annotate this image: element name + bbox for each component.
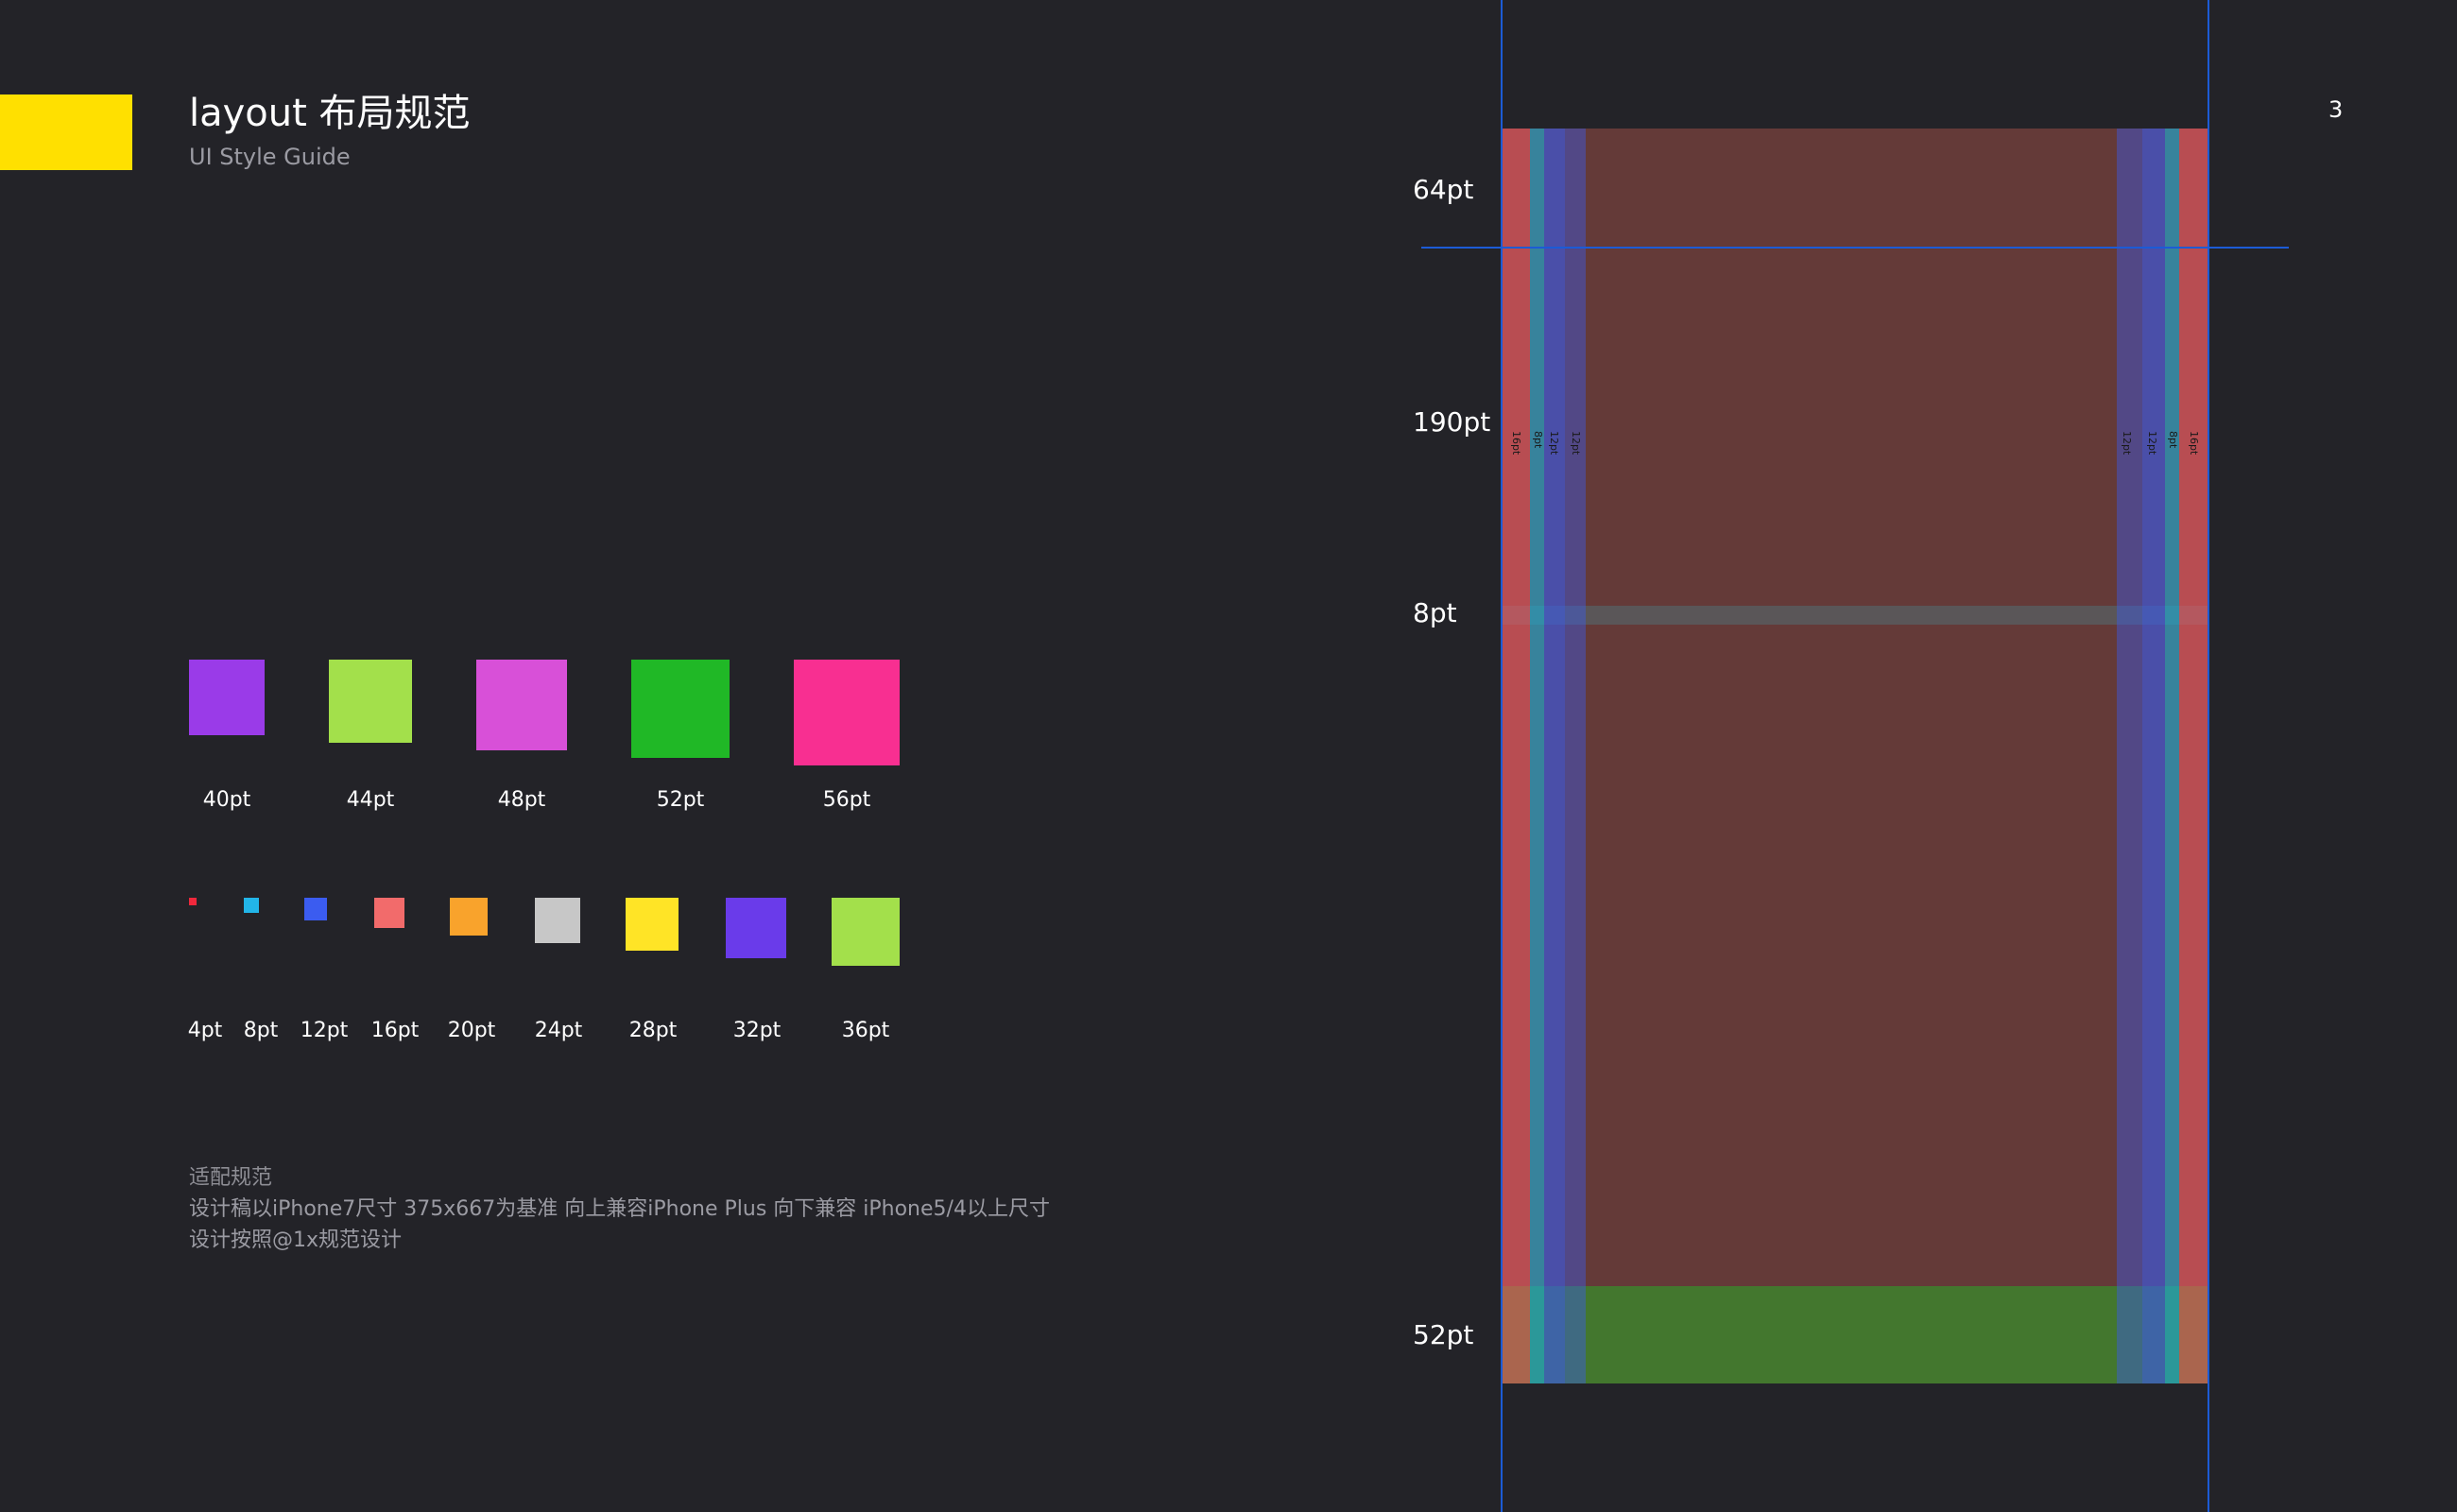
swatch-28pt <box>626 898 679 951</box>
margin-column <box>1544 129 1565 1383</box>
size-label: 48pt <box>497 788 546 812</box>
margin-column <box>2165 129 2179 1383</box>
phone-layout-diagram: 16pt 8pt 12pt 12pt 12pt 12pt 8pt 16pt <box>1502 129 2208 1383</box>
swatch-16pt <box>374 898 404 928</box>
margin-label: 16pt <box>2188 431 2200 455</box>
swatch-8pt <box>244 898 259 913</box>
size-label: 8pt <box>243 1019 279 1042</box>
guide-line-right <box>2208 0 2209 1512</box>
size-label: 44pt <box>346 788 395 812</box>
margin-label: 8pt <box>2167 431 2179 449</box>
guide-line-left <box>1501 0 1503 1512</box>
margin-label: 12pt <box>2121 431 2133 455</box>
page-subtitle: UI Style Guide <box>189 144 351 170</box>
swatch-52pt <box>631 660 730 758</box>
notes-line: 设计按照@1x规范设计 <box>189 1228 403 1252</box>
guide-line-horizontal <box>1421 247 2289 249</box>
notes-heading: 适配规范 <box>189 1166 273 1190</box>
margin-column <box>2179 129 2208 1383</box>
size-label: 56pt <box>822 788 871 812</box>
swatch-56pt <box>794 660 900 765</box>
tabbar-band <box>1502 1286 2208 1383</box>
margin-column <box>2117 129 2142 1383</box>
size-label: 24pt <box>534 1019 583 1042</box>
size-label: 52pt <box>656 788 705 812</box>
size-label: 32pt <box>732 1019 782 1042</box>
margin-label: 12pt <box>2146 431 2158 455</box>
size-label: 16pt <box>370 1019 420 1042</box>
margin-label: 12pt <box>1548 431 1560 455</box>
margin-label: 12pt <box>1570 431 1582 455</box>
swatch-36pt <box>832 898 900 966</box>
margin-column <box>1530 129 1544 1383</box>
page-number: 3 <box>2328 96 2344 123</box>
swatch-32pt <box>726 898 786 958</box>
size-label: 12pt <box>300 1019 349 1042</box>
margin-label: 8pt <box>1532 431 1544 449</box>
swatch-20pt <box>450 898 488 936</box>
margin-label: 16pt <box>1510 431 1522 455</box>
accent-bar <box>0 94 132 170</box>
margin-column <box>2142 129 2165 1383</box>
row-label-navbar: 64pt <box>1413 174 1474 205</box>
size-label: 40pt <box>202 788 251 812</box>
row-label-tabbar: 52pt <box>1413 1319 1474 1350</box>
swatch-4pt <box>189 898 197 905</box>
swatch-12pt <box>304 898 327 920</box>
swatch-48pt <box>476 660 567 750</box>
swatch-44pt <box>329 660 412 743</box>
margin-column <box>1565 129 1586 1383</box>
size-label: 36pt <box>841 1019 890 1042</box>
row-label-divider: 8pt <box>1413 597 1457 628</box>
swatch-40pt <box>189 660 265 735</box>
size-label: 20pt <box>447 1019 496 1042</box>
swatch-24pt <box>535 898 580 943</box>
divider-band <box>1502 606 2208 625</box>
notes-line: 设计稿以iPhone7尺寸 375x667为基准 向上兼容iPhone Plus… <box>189 1197 1050 1221</box>
size-label: 4pt <box>187 1019 223 1042</box>
adaptation-notes: 适配规范 设计稿以iPhone7尺寸 375x667为基准 向上兼容iPhone… <box>189 1162 1050 1256</box>
margin-column <box>1502 129 1530 1383</box>
page-title: layout 布局规范 <box>189 92 471 135</box>
row-label-content: 190pt <box>1413 406 1491 438</box>
size-label: 28pt <box>628 1019 678 1042</box>
